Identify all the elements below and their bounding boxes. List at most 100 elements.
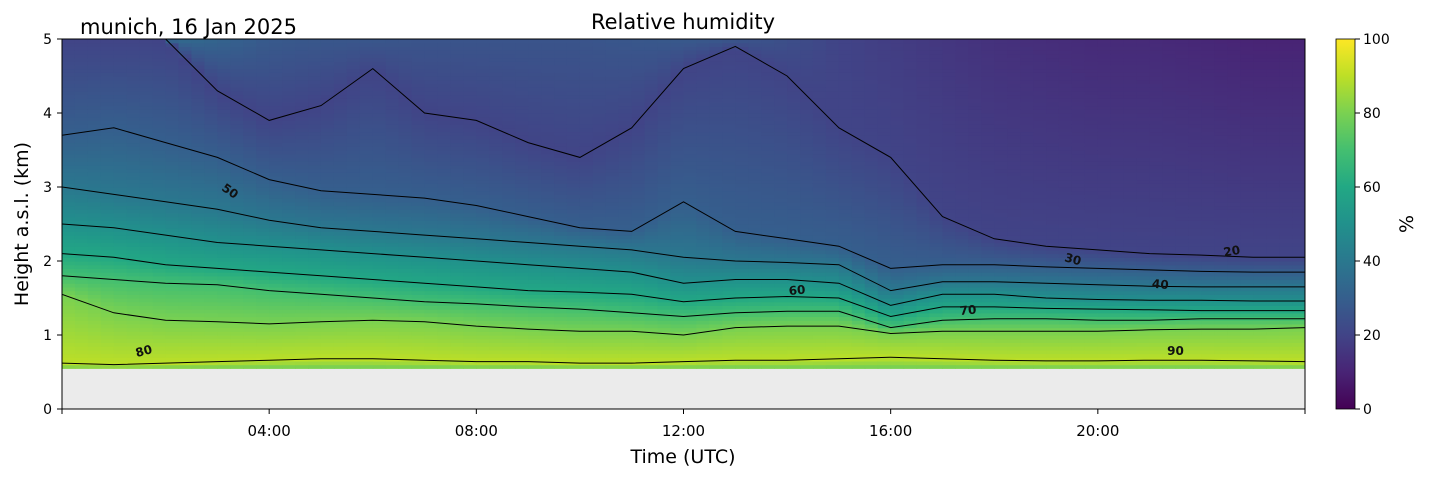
humidity-cell xyxy=(450,224,464,229)
humidity-cell xyxy=(320,231,335,236)
humidity-cell xyxy=(631,146,646,151)
humidity-cell xyxy=(774,131,788,136)
humidity-cell xyxy=(333,342,348,347)
humidity-cell xyxy=(398,205,413,210)
humidity-cell xyxy=(87,98,102,103)
humidity-cell xyxy=(411,87,426,92)
humidity-cell xyxy=(333,220,348,225)
humidity-cell xyxy=(243,286,257,292)
humidity-cell xyxy=(217,172,231,177)
humidity-cell xyxy=(748,164,762,170)
humidity-cell xyxy=(657,135,672,140)
humidity-cell xyxy=(385,305,400,310)
humidity-cell xyxy=(618,120,633,125)
humidity-cell xyxy=(618,342,633,347)
humidity-cell xyxy=(696,327,710,332)
humidity-cell xyxy=(372,349,387,355)
humidity-cell xyxy=(346,242,361,247)
humidity-cell xyxy=(566,120,581,125)
humidity-cell xyxy=(450,238,464,244)
humidity-cell xyxy=(87,231,102,236)
humidity-cell xyxy=(476,105,490,110)
humidity-cell xyxy=(333,101,348,107)
humidity-cell xyxy=(243,198,257,203)
humidity-cell xyxy=(541,261,555,266)
humidity-cell xyxy=(787,320,801,325)
humidity-cell xyxy=(644,309,659,314)
humidity-cell xyxy=(683,175,698,181)
humidity-cell xyxy=(696,90,710,96)
humidity-cell xyxy=(152,109,167,114)
humidity-cell xyxy=(735,87,749,92)
humidity-cell xyxy=(709,216,723,221)
humidity-cell xyxy=(528,209,542,214)
humidity-cell xyxy=(256,46,270,51)
humidity-cell xyxy=(683,187,698,192)
humidity-cell xyxy=(113,242,128,247)
humidity-cell xyxy=(243,79,257,84)
humidity-cell xyxy=(372,175,387,181)
humidity-cell xyxy=(502,227,516,232)
humidity-cell xyxy=(230,238,244,244)
humidity-cell xyxy=(74,79,89,84)
humidity-cell xyxy=(230,76,244,81)
humidity-cell xyxy=(113,150,128,155)
humidity-cell xyxy=(670,323,685,329)
humidity-cell xyxy=(139,98,154,103)
humidity-cell xyxy=(631,109,646,114)
humidity-cell xyxy=(165,113,180,118)
humidity-cell xyxy=(139,157,154,162)
humidity-cell xyxy=(359,349,374,355)
humidity-cell xyxy=(411,94,426,99)
humidity-cell xyxy=(722,198,736,203)
humidity-cell xyxy=(709,264,723,269)
humidity-cell xyxy=(139,116,154,121)
humidity-cell xyxy=(74,50,89,55)
humidity-cell xyxy=(761,187,775,192)
humidity-cell xyxy=(113,298,128,303)
humidity-cell xyxy=(295,301,309,306)
humidity-cell xyxy=(62,164,76,170)
humidity-cell xyxy=(761,135,775,140)
humidity-cell xyxy=(191,87,206,92)
humidity-cell xyxy=(243,338,257,343)
humidity-cell xyxy=(489,113,503,118)
humidity-cell xyxy=(605,298,620,303)
humidity-cell xyxy=(74,279,89,284)
humidity-cell xyxy=(411,109,426,114)
humidity-cell xyxy=(489,242,503,247)
humidity-cell xyxy=(411,283,426,288)
humidity-cell xyxy=(515,272,529,277)
humidity-cell xyxy=(605,39,620,44)
humidity-cell xyxy=(230,364,244,369)
humidity-cell xyxy=(566,116,581,121)
humidity-cell xyxy=(139,131,154,136)
humidity-cell xyxy=(398,294,413,299)
humidity-cell xyxy=(359,187,374,192)
humidity-cell xyxy=(463,76,477,81)
humidity-cell xyxy=(592,175,607,181)
humidity-cell xyxy=(295,305,309,310)
humidity-cell xyxy=(644,283,659,288)
humidity-cell xyxy=(359,98,374,103)
humidity-cell xyxy=(372,290,387,295)
humidity-cell xyxy=(618,246,633,251)
humidity-cell xyxy=(748,116,762,121)
humidity-cell xyxy=(515,57,529,62)
humidity-cell xyxy=(308,294,322,299)
humidity-cell xyxy=(566,64,581,70)
humidity-cell xyxy=(566,98,581,103)
humidity-cell xyxy=(541,190,555,195)
humidity-cell xyxy=(62,39,76,44)
humidity-cell xyxy=(243,131,257,136)
humidity-cell xyxy=(541,360,555,366)
humidity-cell xyxy=(217,360,231,366)
humidity-cell xyxy=(618,242,633,247)
humidity-cell xyxy=(230,294,244,299)
humidity-cell xyxy=(566,212,581,218)
humidity-cell xyxy=(230,90,244,96)
humidity-cell xyxy=(644,142,659,147)
humidity-cell xyxy=(295,183,309,188)
humidity-cell xyxy=(748,342,762,347)
humidity-cell xyxy=(774,212,788,218)
